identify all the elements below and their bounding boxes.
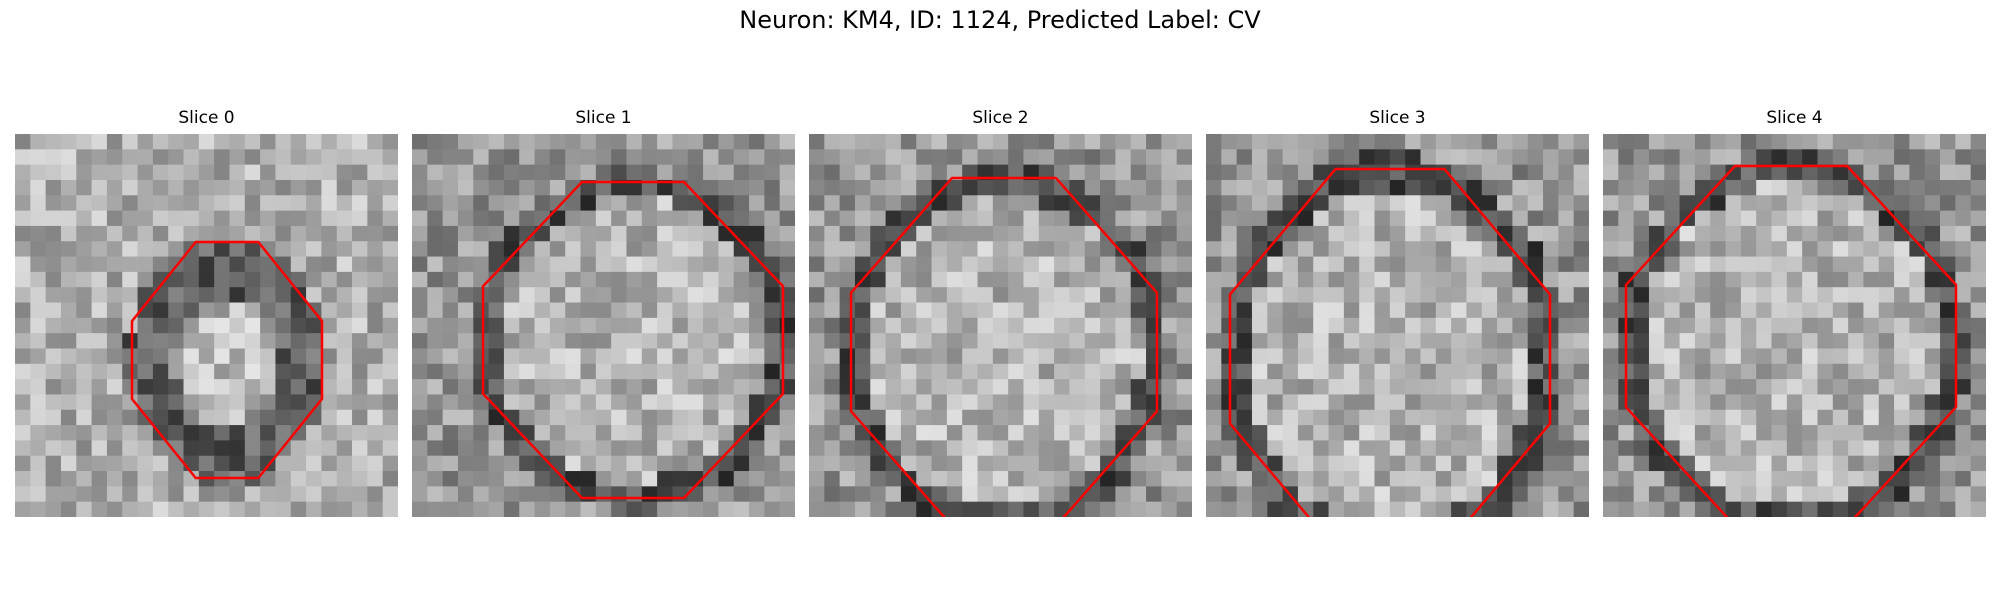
slice-image: [15, 134, 398, 517]
slice-image: [1206, 134, 1589, 517]
segmentation-contour: [481, 180, 785, 500]
slice-title: Slice 1: [575, 108, 632, 128]
segmentation-contour: [849, 176, 1159, 517]
slice-image: [809, 134, 1192, 517]
segmentation-contour: [1624, 164, 1958, 517]
slice-title: Slice 2: [972, 108, 1029, 128]
segmentation-contour: [1228, 167, 1552, 517]
slice-title: Slice 3: [1369, 108, 1426, 128]
segmentation-contour: [130, 240, 324, 480]
slice-title: Slice 4: [1766, 108, 1823, 128]
figure-title: Neuron: KM4, ID: 1124, Predicted Label: …: [739, 6, 1261, 34]
slice-image: [1603, 134, 1986, 517]
slice-image: [412, 134, 795, 517]
slice-title: Slice 0: [178, 108, 235, 128]
